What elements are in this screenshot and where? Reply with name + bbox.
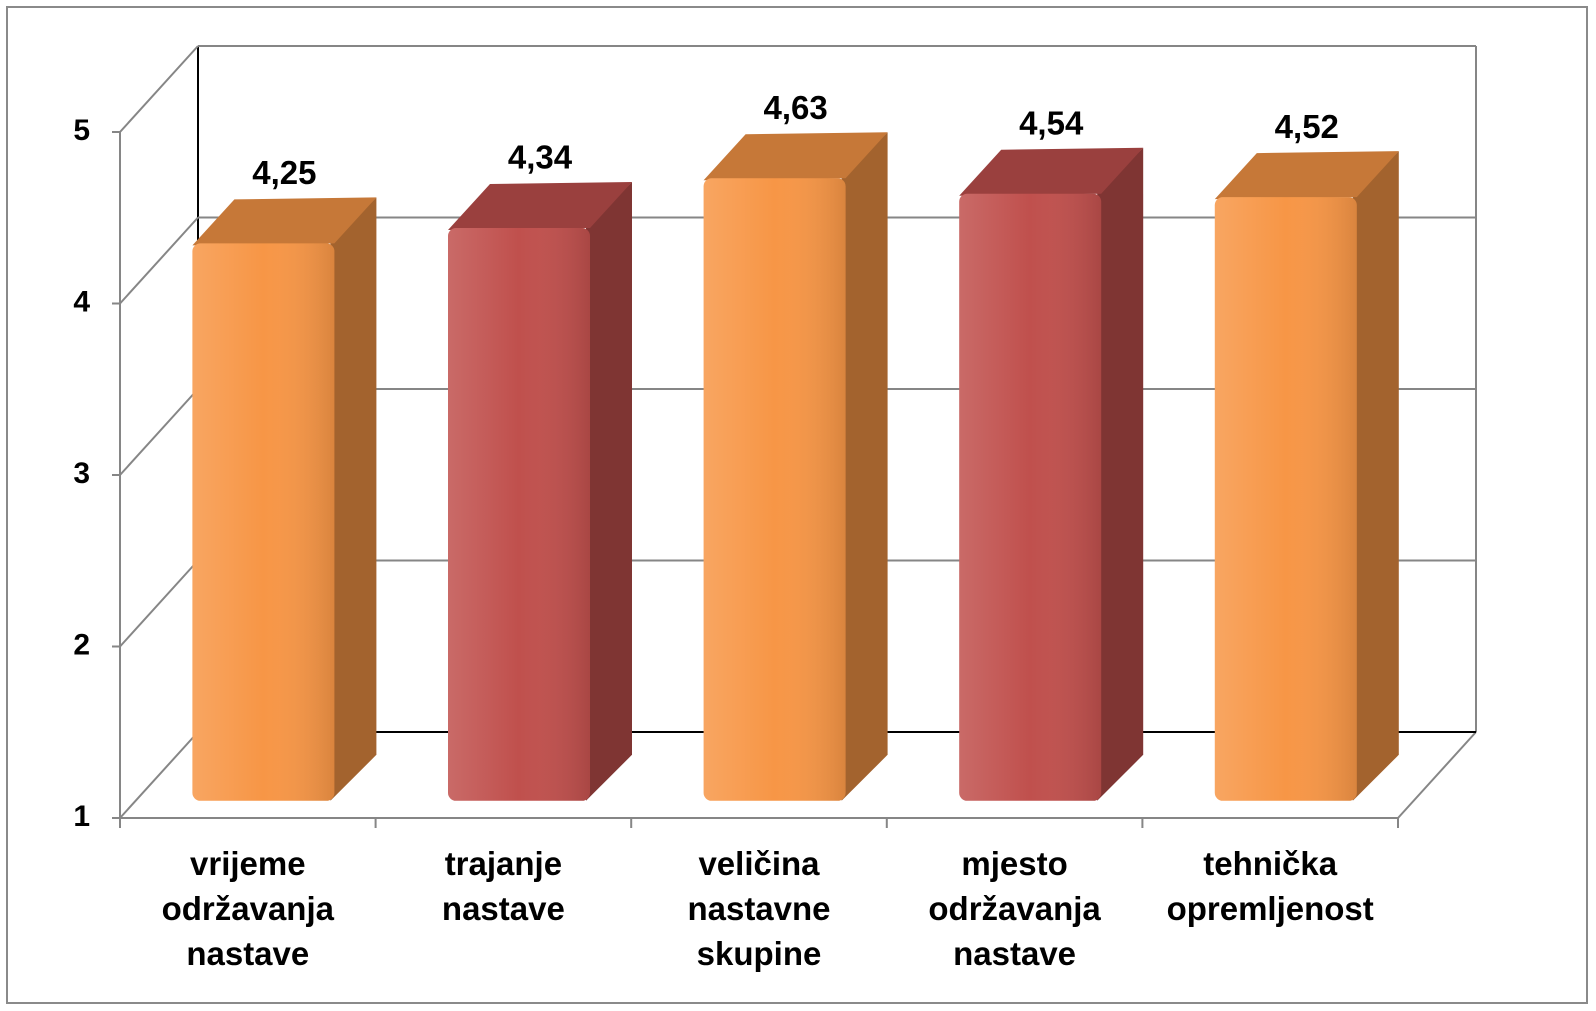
value-label: 4,25 [252, 154, 316, 191]
grid-line-side [119, 216, 199, 305]
bar-side [841, 132, 888, 801]
bar-shine [192, 243, 335, 801]
y-tick-label: 4 [73, 285, 90, 318]
grid-line-side [119, 45, 199, 133]
bar-top [192, 197, 377, 246]
bar-top [703, 132, 888, 181]
y-tick-label: 2 [73, 628, 90, 661]
bar-top [1214, 151, 1399, 200]
grid-line-side [119, 731, 199, 819]
x-tick-label: mjesto održavanja nastave [928, 845, 1101, 972]
y-tick-label: 3 [73, 457, 90, 490]
value-label: 4,63 [763, 89, 827, 126]
grid-line-side [119, 388, 199, 476]
x-tick-label: veličina nastavne skupine [687, 845, 831, 972]
bar-side [1097, 147, 1144, 801]
bar-shine [448, 227, 590, 801]
grid-line-side [119, 559, 199, 648]
bar-top [448, 181, 632, 230]
chart-border [6, 6, 1588, 1004]
bar-side [1352, 151, 1399, 801]
bar-side [586, 181, 632, 801]
value-label: 4,54 [1019, 104, 1084, 141]
bar-top [959, 147, 1144, 196]
y-tick-label: 1 [73, 800, 90, 833]
bar-shine [1214, 197, 1357, 801]
x-tick-label: trajanje nastave [441, 845, 565, 927]
value-label: 4,34 [508, 139, 573, 176]
bar-side [330, 197, 377, 801]
x-tick-label: vrijeme održavanja nastave [161, 845, 334, 972]
y-tick-label: 5 [73, 114, 90, 147]
x-tick-label: tehnička opremljenost [1166, 845, 1374, 927]
bar-shine [959, 193, 1102, 801]
value-label: 4,52 [1275, 108, 1339, 145]
bar-shine [703, 178, 846, 801]
floor-right [1397, 731, 1477, 819]
